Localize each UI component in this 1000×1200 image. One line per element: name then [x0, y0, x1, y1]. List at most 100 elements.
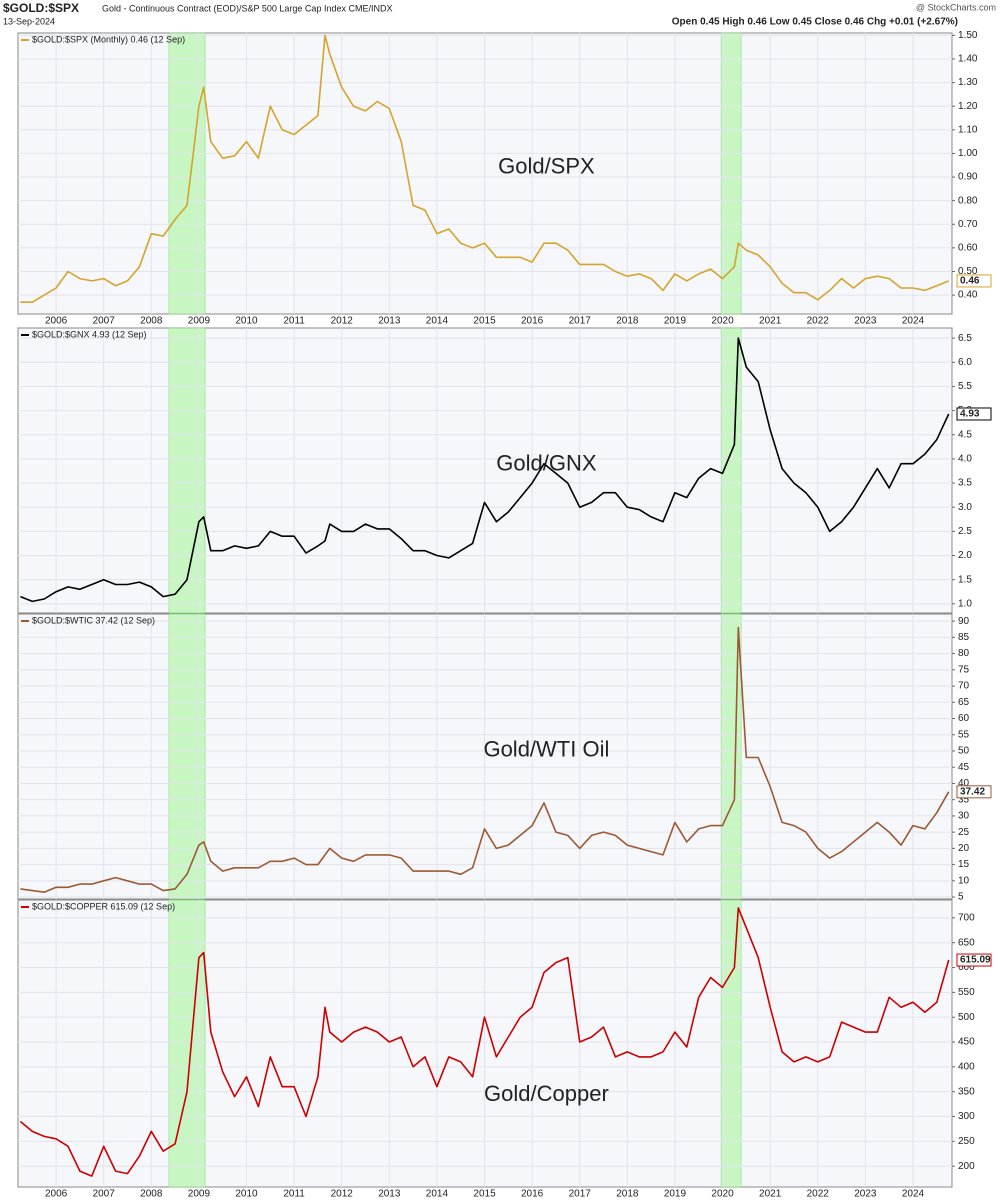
date: 13-Sep-2024 [3, 16, 55, 26]
highlight-band [168, 613, 206, 900]
legend-label: $GOLD:$WTIC 37.42 (12 Sep) [32, 615, 155, 625]
y-tick-label: 1.50 [958, 30, 978, 41]
x-tick-label: 2024 [902, 1189, 925, 1200]
x-tick-label: 2015 [473, 316, 496, 327]
x-tick-label: 2017 [569, 316, 592, 327]
y-tick-label: 10 [958, 875, 970, 886]
x-tick-label: 2006 [45, 1189, 68, 1200]
x-tick-label: 2016 [521, 316, 544, 327]
y-tick-label: 0.80 [958, 195, 978, 206]
y-tick-label: 550 [958, 987, 975, 998]
y-tick-label: 0.70 [958, 219, 978, 230]
y-tick-label: 80 [958, 648, 970, 659]
last-value-label: 37.42 [960, 786, 985, 797]
y-tick-label: 0.50 [958, 266, 978, 277]
last-value-box [956, 274, 992, 288]
x-tick-label: 2024 [902, 316, 925, 327]
y-tick-label: 1.40 [958, 54, 978, 65]
y-tick-label: 600 [958, 962, 975, 973]
x-tick-label: 2015 [473, 1189, 496, 1200]
x-tick-label: 2016 [521, 1189, 544, 1200]
y-tick-label: 6.0 [958, 357, 972, 368]
y-tick-label: 700 [958, 913, 975, 924]
annotation: Gold/WTI Oil [483, 737, 609, 762]
x-tick-label: 2010 [235, 316, 258, 327]
y-tick-label: 70 [958, 681, 970, 692]
x-tick-label: 2021 [759, 1189, 782, 1200]
y-tick-label: 25 [958, 827, 970, 838]
y-tick-label: 400 [958, 1061, 975, 1072]
x-tick-label: 2007 [93, 1189, 116, 1200]
x-tick-label: 2013 [378, 1189, 401, 1200]
price-line [19, 907, 950, 1177]
y-tick-label: 90 [958, 616, 970, 627]
y-tick-label: 4.5 [958, 429, 972, 440]
annotation: Gold/Copper [484, 1081, 609, 1106]
y-tick-label: 1.30 [958, 77, 978, 88]
x-tick-label: 2018 [616, 1189, 639, 1200]
x-tick-label: 2020 [711, 1189, 734, 1200]
credit: @ StockCharts.com [916, 2, 996, 12]
y-tick-label: 4.0 [958, 454, 972, 465]
x-tick-label: 2006 [45, 316, 68, 327]
y-tick-label: 300 [958, 1111, 975, 1122]
y-tick-label: 1.10 [958, 124, 978, 135]
x-tick-label: 2022 [807, 316, 830, 327]
y-tick-label: 1.00 [958, 148, 978, 159]
x-tick-label: 2010 [235, 1189, 258, 1200]
y-tick-label: 2.5 [958, 526, 972, 537]
x-tick-label: 2008 [140, 316, 163, 327]
x-tick-label: 2009 [188, 1189, 211, 1200]
y-tick-label: 65 [958, 697, 970, 708]
highlight-band [720, 613, 742, 900]
y-tick-label: 0.40 [958, 290, 978, 301]
y-tick-label: 500 [958, 1012, 975, 1023]
y-tick-label: 1.0 [958, 598, 972, 609]
quote: Open 0.45 High 0.46 Low 0.45 Close 0.46 … [672, 17, 958, 28]
y-tick-label: 5 [958, 892, 964, 903]
x-tick-label: 2018 [616, 316, 639, 327]
y-tick-label: 250 [958, 1136, 975, 1147]
legend-label: $GOLD:$GNX 4.93 (12 Sep) [32, 329, 147, 339]
x-tick-label: 2009 [188, 316, 211, 327]
x-tick-label: 2023 [854, 316, 877, 327]
y-tick-label: 450 [958, 1037, 975, 1048]
legend-label: $GOLD:$COPPER 615.09 (12 Sep) [32, 901, 175, 911]
highlight-band [720, 899, 742, 1188]
x-tick-label: 2007 [93, 316, 116, 327]
x-tick-label: 2011 [283, 1189, 305, 1200]
annotation: Gold/SPX [498, 154, 595, 179]
x-tick-label: 2008 [140, 1189, 163, 1200]
x-tick-label: 2014 [426, 316, 449, 327]
x-tick-label: 2022 [807, 1189, 830, 1200]
y-tick-label: 5.5 [958, 381, 972, 392]
y-tick-label: 35 [958, 794, 970, 805]
y-tick-label: 60 [958, 713, 970, 724]
y-tick-label: 200 [958, 1161, 975, 1172]
last-value-label: 4.93 [960, 409, 980, 420]
last-value-box [956, 785, 992, 799]
y-tick-label: 45 [958, 762, 970, 773]
x-tick-label: 2019 [664, 316, 687, 327]
y-tick-label: 75 [958, 664, 970, 675]
x-tick-label: 2021 [759, 316, 782, 327]
description: Gold - Continuous Contract (EOD)/S&P 500… [102, 3, 392, 13]
price-line [20, 34, 949, 303]
x-tick-label: 2013 [378, 316, 401, 327]
last-value-label: 0.46 [960, 276, 980, 287]
x-tick-label: 2012 [331, 1189, 354, 1200]
x-tick-label: 2014 [426, 1189, 449, 1200]
last-value-label: 615.09 [960, 955, 991, 966]
x-tick-label: 2012 [331, 316, 354, 327]
y-tick-label: 0.60 [958, 243, 978, 254]
y-tick-label: 3.0 [958, 502, 972, 513]
y-tick-label: 50 [958, 746, 970, 757]
y-tick-label: 3.5 [958, 478, 972, 489]
y-tick-label: 20 [958, 843, 970, 854]
last-value-box [956, 407, 992, 421]
x-tick-label: 2017 [569, 1189, 592, 1200]
y-tick-label: 40 [958, 778, 970, 789]
y-tick-label: 650 [958, 937, 975, 948]
y-tick-label: 30 [958, 811, 970, 822]
